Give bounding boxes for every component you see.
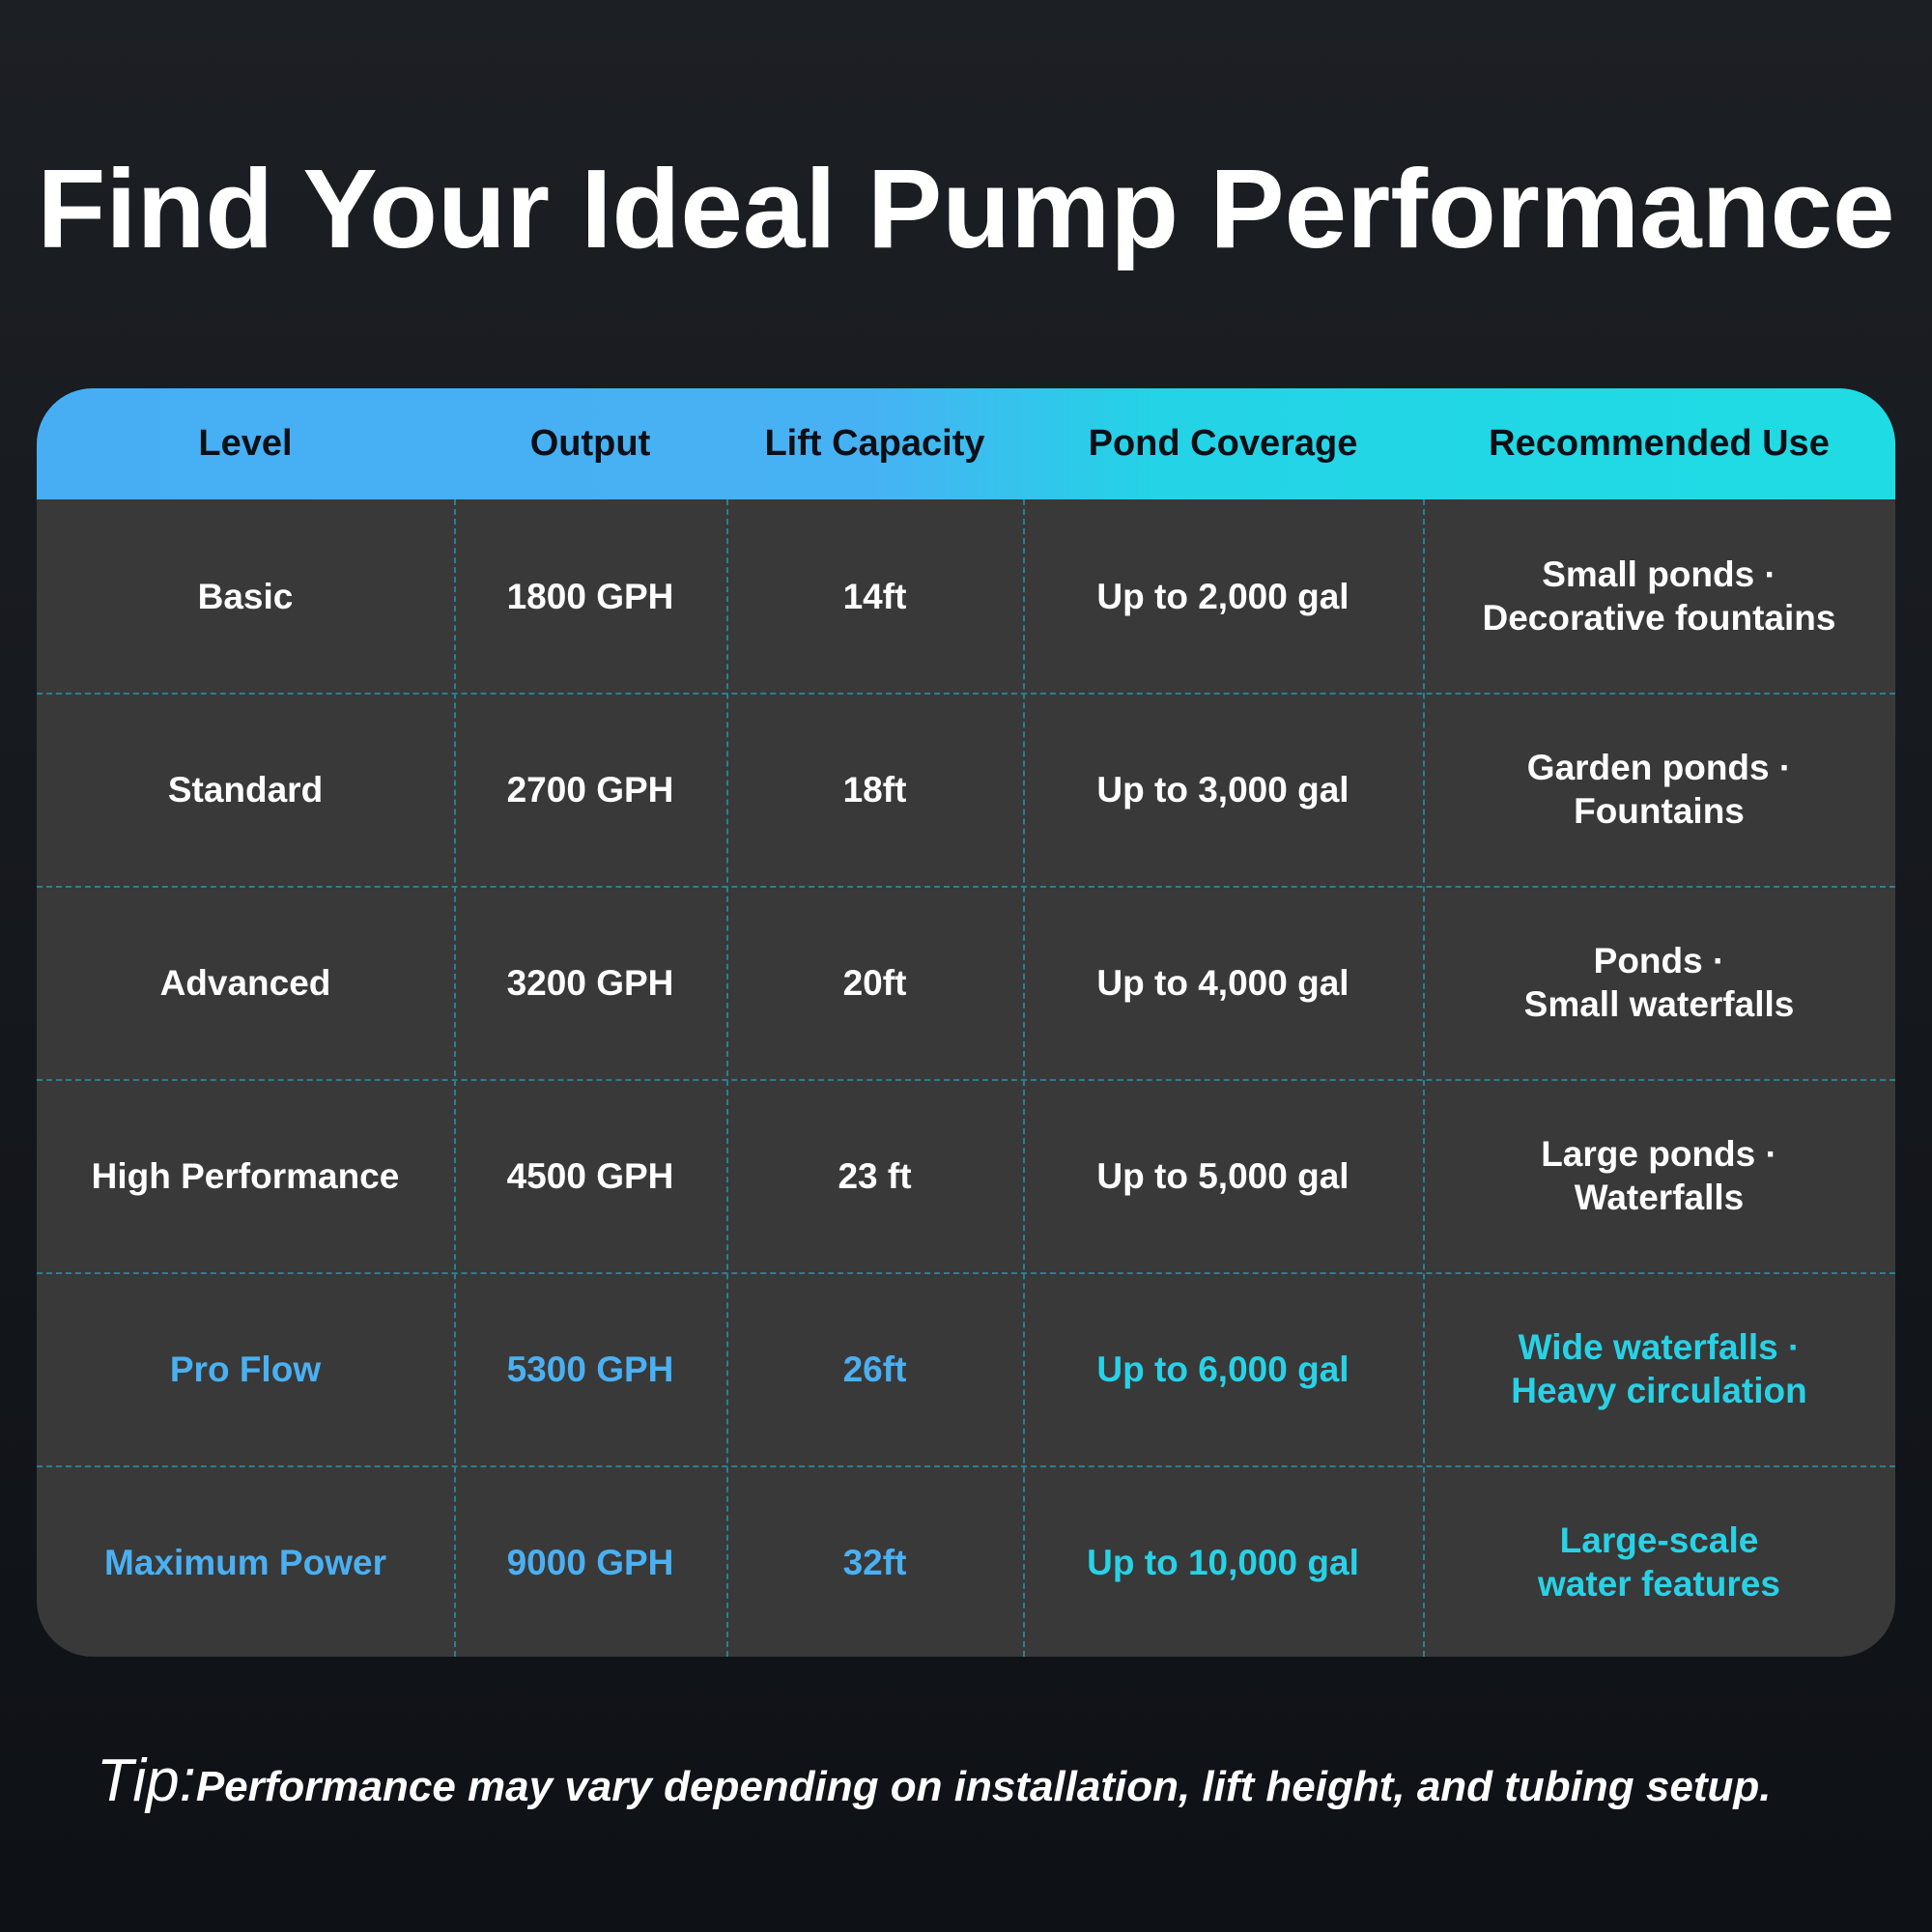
cell-recommended-use: Large-scale water features [1423, 1465, 1895, 1657]
cell-level: Pro Flow [169, 1349, 322, 1389]
use-line-1: Wide waterfalls · [1518, 1327, 1801, 1367]
use-line-1: Large-scale [1559, 1520, 1759, 1560]
cell-level: Maximum Power [104, 1542, 386, 1582]
header-output: Output [529, 423, 651, 464]
cell-output: 9000 GPH [506, 1542, 674, 1582]
column-divider [1423, 499, 1425, 1657]
cell-lift: 18ft [842, 769, 907, 810]
cell-lift: 32ft [842, 1542, 907, 1582]
cell-output: 3200 GPH [506, 962, 674, 1003]
page-title: Find Your Ideal Pump Performance [37, 146, 1895, 271]
cell-coverage: Up to 4,000 gal [1096, 962, 1350, 1003]
table-row: Pro Flow 5300 GPH 26ft Up to 6,000 gal W… [37, 1272, 1895, 1465]
cell-output: 5300 GPH [506, 1349, 674, 1389]
row-divider [37, 1079, 1895, 1081]
use-line-2: Decorative fountains [1482, 598, 1836, 638]
column-divider [1023, 499, 1025, 1657]
table-row: Standard 2700 GPH 18ft Up to 3,000 gal G… [37, 693, 1895, 886]
cell-output: 4500 GPH [506, 1155, 674, 1196]
column-divider [454, 499, 456, 1657]
table-header-row: Level Output Lift Capacity Pond Coverage… [37, 388, 1895, 499]
cell-lift: 14ft [842, 576, 907, 616]
cell-output: 1800 GPH [506, 576, 674, 616]
use-line-1: Large ponds · [1541, 1134, 1777, 1174]
cell-recommended-use: Ponds · Small waterfalls [1423, 886, 1895, 1079]
tip-text: Performance may vary depending on instal… [195, 1763, 1772, 1810]
table-row: High Performance 4500 GPH 23 ft Up to 5,… [37, 1079, 1895, 1272]
use-line-2: Small waterfalls [1523, 984, 1795, 1024]
cell-lift: 26ft [842, 1349, 907, 1389]
cell-recommended-use: Large ponds · Waterfalls [1423, 1079, 1895, 1272]
cell-level: Basic [197, 576, 294, 616]
header-recommended-use: Recommended Use [1489, 423, 1830, 464]
cell-coverage: Up to 6,000 gal [1096, 1349, 1350, 1389]
use-line-2: Fountains [1574, 791, 1745, 831]
cell-output: 2700 GPH [506, 769, 674, 810]
use-line-2: Heavy circulation [1511, 1371, 1807, 1410]
table-row: Maximum Power 9000 GPH 32ft Up to 10,000… [37, 1465, 1895, 1657]
cell-level: High Performance [91, 1155, 400, 1196]
tip-label: Tip: [97, 1747, 196, 1814]
row-divider [37, 1465, 1895, 1467]
cell-lift: 23 ft [838, 1155, 912, 1196]
tip-note: Tip:Performance may vary depending on in… [97, 1747, 1893, 1815]
cell-coverage: Up to 10,000 gal [1087, 1542, 1359, 1582]
use-line-2: water features [1538, 1564, 1780, 1604]
cell-coverage: Up to 2,000 gal [1096, 576, 1350, 616]
pump-comparison-table: Level Output Lift Capacity Pond Coverage… [37, 388, 1895, 1657]
table-row: Basic 1800 GPH 14ft Up to 2,000 gal Smal… [37, 499, 1895, 693]
cell-level: Standard [167, 769, 324, 810]
column-divider [726, 499, 728, 1657]
use-line-1: Small ponds · [1542, 554, 1776, 594]
cell-lift: 20ft [842, 962, 907, 1003]
row-divider [37, 693, 1895, 695]
cell-recommended-use: Small ponds · Decorative fountains [1423, 499, 1895, 693]
header-lift-capacity: Lift Capacity [764, 423, 985, 464]
cell-recommended-use: Garden ponds · Fountains [1423, 693, 1895, 886]
use-line-1: Garden ponds · [1526, 748, 1792, 787]
use-line-1: Ponds · [1593, 941, 1725, 980]
row-divider [37, 1272, 1895, 1274]
header-pond-coverage: Pond Coverage [1088, 423, 1358, 464]
cell-recommended-use: Wide waterfalls · Heavy circulation [1423, 1272, 1895, 1465]
cell-coverage: Up to 3,000 gal [1096, 769, 1350, 810]
header-level: Level [198, 423, 293, 464]
table-row: Advanced 3200 GPH 20ft Up to 4,000 gal P… [37, 886, 1895, 1079]
cell-level: Advanced [159, 962, 331, 1003]
use-line-2: Waterfalls [1574, 1178, 1745, 1217]
cell-coverage: Up to 5,000 gal [1096, 1155, 1350, 1196]
row-divider [37, 886, 1895, 888]
